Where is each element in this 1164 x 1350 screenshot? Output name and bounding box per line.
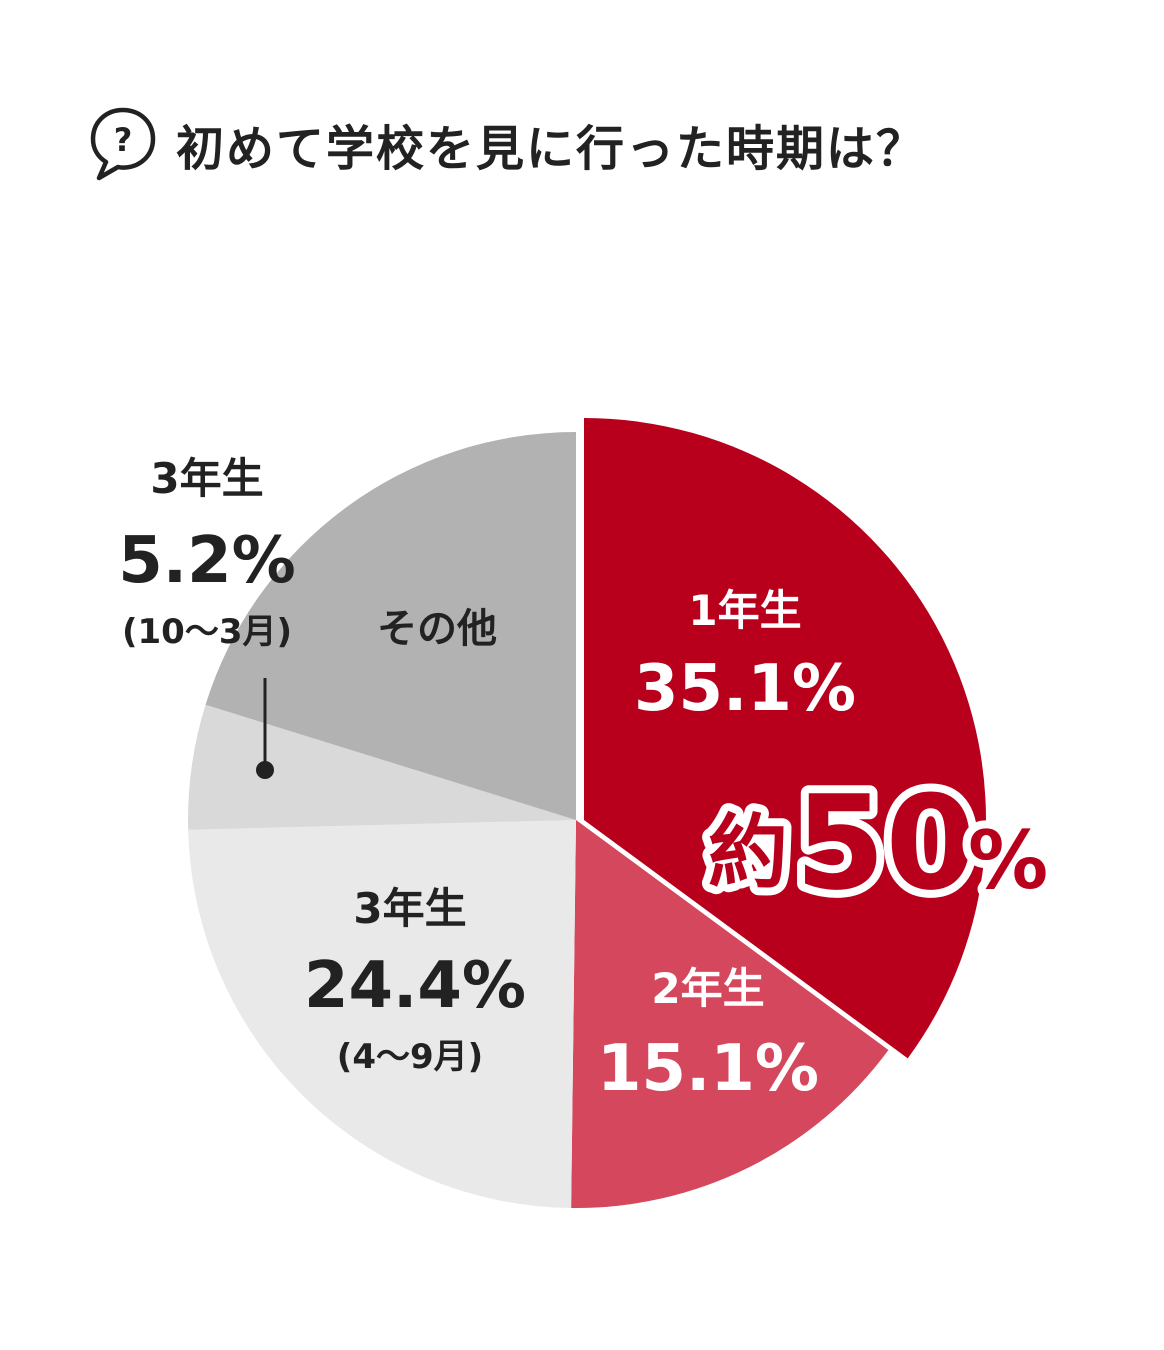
slice-grade3-first-half-period: (4〜9月): [337, 1037, 483, 1077]
callout-prefix: 約: [708, 806, 788, 899]
leader-dot: [256, 761, 274, 779]
slice-grade3-second-half-value: 5.2%: [118, 524, 296, 598]
slice-grade1-label: 1年生: [688, 586, 801, 635]
slice-other: [205, 432, 576, 820]
slice-grade3-first-half: [188, 820, 576, 1208]
chart-title: ? 初めて学校を見に行った時期は？: [88, 104, 926, 184]
slice-grade3-second-half-period: (10〜3月): [122, 612, 292, 652]
slice-grade1-value: 35.1%: [634, 652, 856, 726]
slice-grade1: [584, 418, 987, 1059]
callout-value: 50: [795, 767, 976, 919]
slice-grade3-first-half-label: 3年生: [353, 884, 466, 933]
slice-other-label: その他: [377, 606, 497, 652]
slice-grade2-label: 2年生: [651, 964, 764, 1013]
slice-grade3-second-half-label: 3年生: [150, 454, 263, 503]
question-speech-bubble-icon: ?: [90, 107, 156, 181]
callout-unit: %: [968, 814, 1048, 907]
callout-value-outline: 50: [795, 767, 976, 919]
callout-unit-outline: %: [968, 814, 1048, 907]
slice-grade2-value: 15.1%: [597, 1032, 819, 1106]
slice-grade2: [571, 820, 889, 1208]
callout-prefix-outline: 約: [708, 806, 788, 899]
svg-text:?: ?: [114, 121, 133, 159]
slice-grade3-second-half: [188, 704, 576, 830]
chart-title-text: 初めて学校を見に行った時期は？: [176, 121, 927, 177]
slice-grade3-first-half-value: 24.4%: [304, 949, 526, 1023]
